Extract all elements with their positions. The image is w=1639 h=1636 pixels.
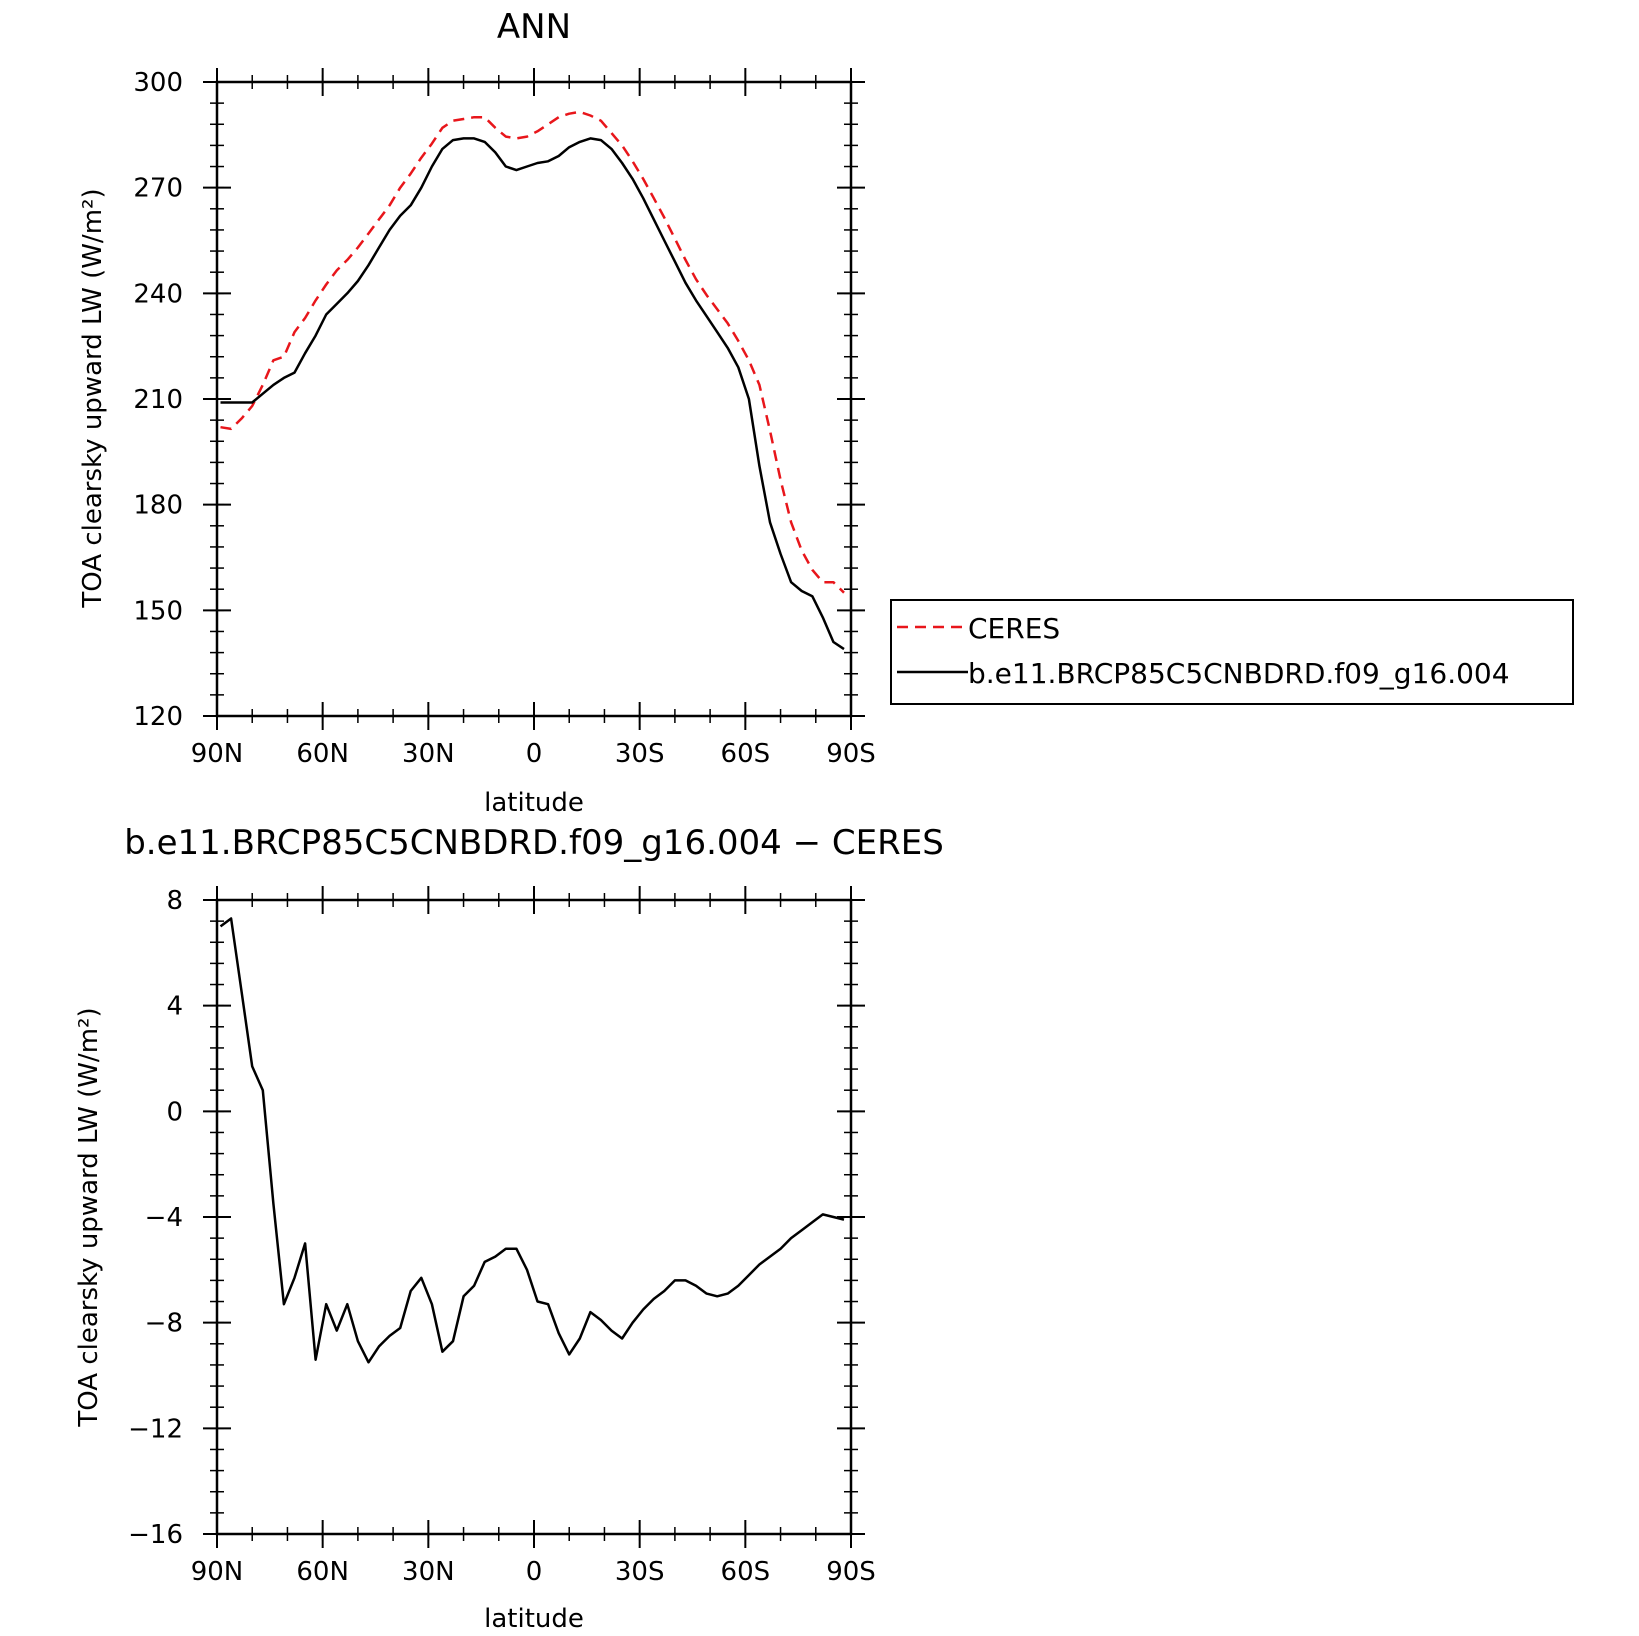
y-tick-label: 240 (133, 279, 183, 309)
x-tick-label: 30S (615, 739, 665, 769)
x-tick-label: 60S (721, 1557, 771, 1587)
x-tick-label: 0 (526, 1557, 543, 1587)
y-tick-label: 120 (133, 702, 183, 732)
x-tick-label: 60N (296, 1557, 349, 1587)
x-tick-label: 0 (526, 739, 543, 769)
y-tick-label: −4 (145, 1203, 183, 1233)
legend-model-label: b.e11.BRCP85C5CNBDRD.f09_g16.004 (968, 657, 1510, 690)
y-tick-label: 0 (166, 1097, 183, 1127)
bottom-plot-frame (215, 898, 853, 1536)
bottom-x-axis-label: latitude (484, 1604, 584, 1634)
top-y-axis-label: TOA clearsky upward LW (W/m²) (78, 188, 108, 608)
x-tick-label: 30S (615, 1557, 665, 1587)
y-tick-label: −8 (145, 1309, 183, 1339)
bottom-tick-labels: 90N 60N 30N 0 30S 60S 90S −16 −12 −8 −4 0 4 8 (128, 886, 876, 1587)
y-tick-label: −16 (128, 1520, 183, 1550)
legend-box (890, 599, 1574, 705)
y-tick-label: 300 (133, 68, 183, 98)
x-tick-label: 90N (191, 1557, 244, 1587)
top-chart-title: ANN (497, 7, 571, 47)
top-tick-labels: 90N 60N 30N 0 30S 60S 90S 120 150 180 210 240 270 300 (133, 68, 875, 769)
y-tick-label: 180 (133, 491, 183, 521)
x-tick-label: 30N (402, 1557, 455, 1587)
y-tick-label: 150 (133, 596, 183, 626)
x-tick-label: 90S (826, 739, 876, 769)
top-series-line-model (220, 137, 845, 651)
top-series-line-ceres (220, 110, 845, 594)
y-tick-label: 270 (133, 174, 183, 204)
x-tick-label: 90N (191, 739, 244, 769)
x-tick-label: 90S (826, 1557, 876, 1587)
y-tick-label: 8 (166, 886, 183, 916)
bottom-series-lines (219, 917, 845, 1364)
x-tick-label: 60N (296, 739, 349, 769)
bottom-chart-title: b.e11.BRCP85C5CNBDRD.f09_g16.004 − CERES (124, 823, 944, 863)
bottom-panel: b.e11.BRCP85C5CNBDRD.f09_g16.004 − CERES… (74, 823, 944, 1634)
top-panel: ANN TOA clearsky upward LW (W/m²) latitu… (78, 7, 876, 818)
top-x-axis-label: latitude (484, 788, 584, 818)
y-tick-label: 4 (166, 992, 183, 1022)
x-tick-label: 60S (721, 739, 771, 769)
y-tick-label: 210 (133, 385, 183, 415)
bottom-series-line-difference (219, 917, 845, 1364)
top-plot-frame (215, 80, 853, 718)
top-series-lines (220, 110, 845, 651)
y-tick-label: −12 (128, 1414, 183, 1444)
bottom-axis-ticks (203, 886, 865, 1548)
legend-ceres-label: CERES (968, 612, 1060, 645)
x-tick-label: 30N (402, 739, 455, 769)
legend: CERES b.e11.BRCP85C5CNBDRD.f09_g16.004 (890, 599, 1574, 705)
top-axis-ticks (203, 68, 865, 730)
bottom-y-axis-label: TOA clearsky upward LW (W/m²) (74, 1007, 104, 1427)
